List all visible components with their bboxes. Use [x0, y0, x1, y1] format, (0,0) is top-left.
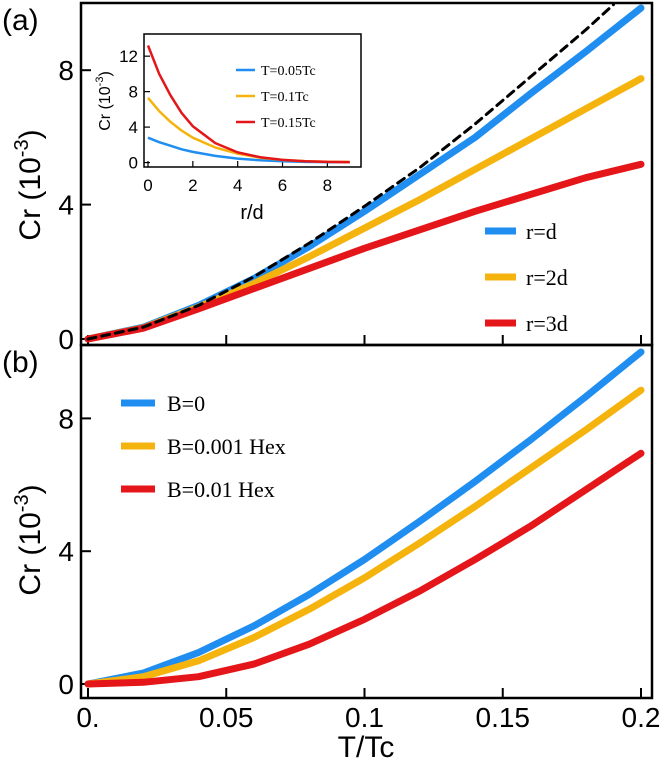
panel-a-legend-label: r=d	[526, 219, 557, 244]
panel-a: 0 4 8 (a) Cr (10-3) r=d r=2d r=3d 0 4 8 12 0 2 4 6…	[2, 1, 654, 355]
panel-b-x-axis-label: T/Tc	[338, 731, 395, 764]
inset-legend-label: T=0.15Tc	[261, 116, 316, 131]
panel-a-legend-label: r=2d	[526, 265, 568, 290]
panel-b-legend: B=0 B=0.001 Hex B=0.01 Hex	[121, 391, 286, 502]
inset-x-ticks: 0 2 4 6 8	[143, 161, 332, 195]
inset-frame	[143, 33, 362, 168]
inset-x-tick-label: 8	[323, 176, 332, 195]
panel-b-series-line-3	[84, 449, 645, 688]
panel-a-y-axis-label: Cr (10-3)	[11, 129, 47, 240]
panel-b: 048 0. 0.05 0.1 0.15 0.2 (b) Cr (10-3) T/Tc …	[2, 343, 660, 764]
panel-a-series	[84, 3, 645, 343]
panel-b-x-tick-label: 0.2	[622, 702, 661, 733]
panel-b-y-ticks: 0 4 8	[58, 403, 91, 700]
inset-y-ticks: 0 4 8 12	[119, 47, 150, 173]
inset-legend: T=0.05Tc T=0.1Tc T=0.15Tc	[236, 64, 316, 131]
panel-a-reference-dashed-line	[86, 3, 615, 341]
panel-b-series-line-1	[84, 348, 645, 688]
inset-y-tick-label: 0	[129, 154, 138, 173]
inset-y-tick-label: 12	[119, 47, 138, 66]
inset-y-axis-label: Cr (10-3)	[94, 71, 114, 131]
inset-series	[146, 45, 350, 164]
panel-a-y-tick-label: 4	[58, 190, 74, 221]
panel-b-y-axis-label: Cr (10-3)	[11, 484, 47, 595]
panel-a-y-tick-label: 0	[58, 324, 74, 355]
panel-b-frame	[79, 343, 654, 700]
inset-x-tick-label: 6	[278, 176, 287, 195]
panel-a-legend-label: r=3d	[526, 311, 568, 336]
panel-b-legend-label: B=0.001 Hex	[167, 434, 286, 459]
panel-a-x-ticks	[87, 335, 642, 345]
panel-b-y-tick-label: 4	[58, 536, 74, 567]
panel-b-x-tick-label: 0.	[76, 702, 99, 733]
panel-a-series-line-3	[84, 160, 645, 343]
panel-b-y-tick-label: 0	[58, 669, 74, 700]
inset-x-tick-label: 2	[188, 176, 197, 195]
inset-x-tick-label: 0	[143, 176, 152, 195]
panel-b-x-tick-label: 0.15	[476, 702, 531, 733]
panel-b-x-tick-label: 0.05	[199, 702, 254, 733]
inset-x-tick-label: 4	[233, 176, 242, 195]
panel-b-legend-label: B=0.01 Hex	[167, 477, 275, 502]
inset-legend-label: T=0.05Tc	[261, 64, 316, 79]
inset-y-tick-label: 8	[129, 83, 138, 102]
panel-a-y-ticks: 0 4 8	[58, 55, 91, 355]
inset-y-tick-label: 4	[129, 118, 138, 137]
inset-x-axis-label: r/d	[240, 202, 263, 224]
panel-a-label: (a)	[2, 4, 39, 37]
inset-series-line-3	[146, 45, 350, 164]
panel-b-x-ticks: 0. 0.05 0.1 0.15 0.2	[76, 688, 660, 733]
panel-b-legend-label: B=0	[167, 391, 205, 416]
panel-a-legend: r=d r=2d r=3d	[485, 219, 568, 336]
panel-b-series-line-2	[84, 386, 645, 688]
panel-a-y-tick-label: 8	[58, 55, 74, 86]
inset-legend-label: T=0.1Tc	[261, 90, 309, 105]
panel-b-label: (b)	[2, 346, 39, 379]
panel-b-x-tick-label: 0.1	[345, 702, 384, 733]
panel-b-series	[84, 348, 645, 688]
panel-b-y-tick-label: 8	[58, 403, 74, 434]
